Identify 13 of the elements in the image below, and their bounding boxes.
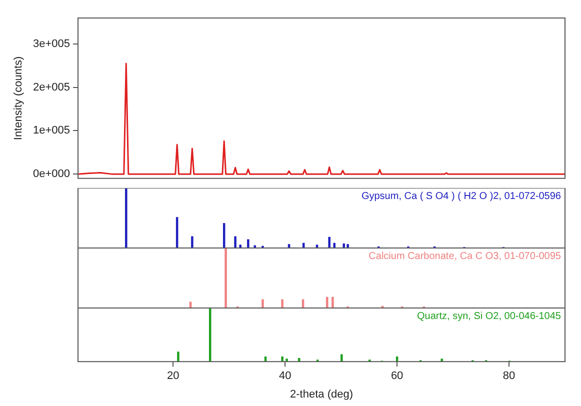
x-tick-label: 60 <box>390 370 404 382</box>
y-tick-label: 1e+005 <box>32 124 70 137</box>
y-axis-title: Intensity (counts) <box>12 56 25 140</box>
text: Gypsum, Ca ( S O4 ) ( H2 O )2, 01-072-0596 <box>361 190 562 202</box>
x-axis-title: 2-theta (deg) <box>290 388 353 400</box>
y-tick-label: 2e+005 <box>32 81 70 94</box>
x-tick-label: 20 <box>167 370 180 382</box>
text: Calcium Carbonate, Ca C O3, 01-070-0095 <box>368 250 562 262</box>
y-tick-label: 3e+005 <box>32 38 70 50</box>
x-tick-label: 40 <box>278 370 292 382</box>
x-tick-label: 80 <box>502 370 516 382</box>
text: Quartz, syn, Si O2, 00-046-1045 <box>417 310 562 322</box>
y-tick-label: 0e+000 <box>32 168 70 180</box>
